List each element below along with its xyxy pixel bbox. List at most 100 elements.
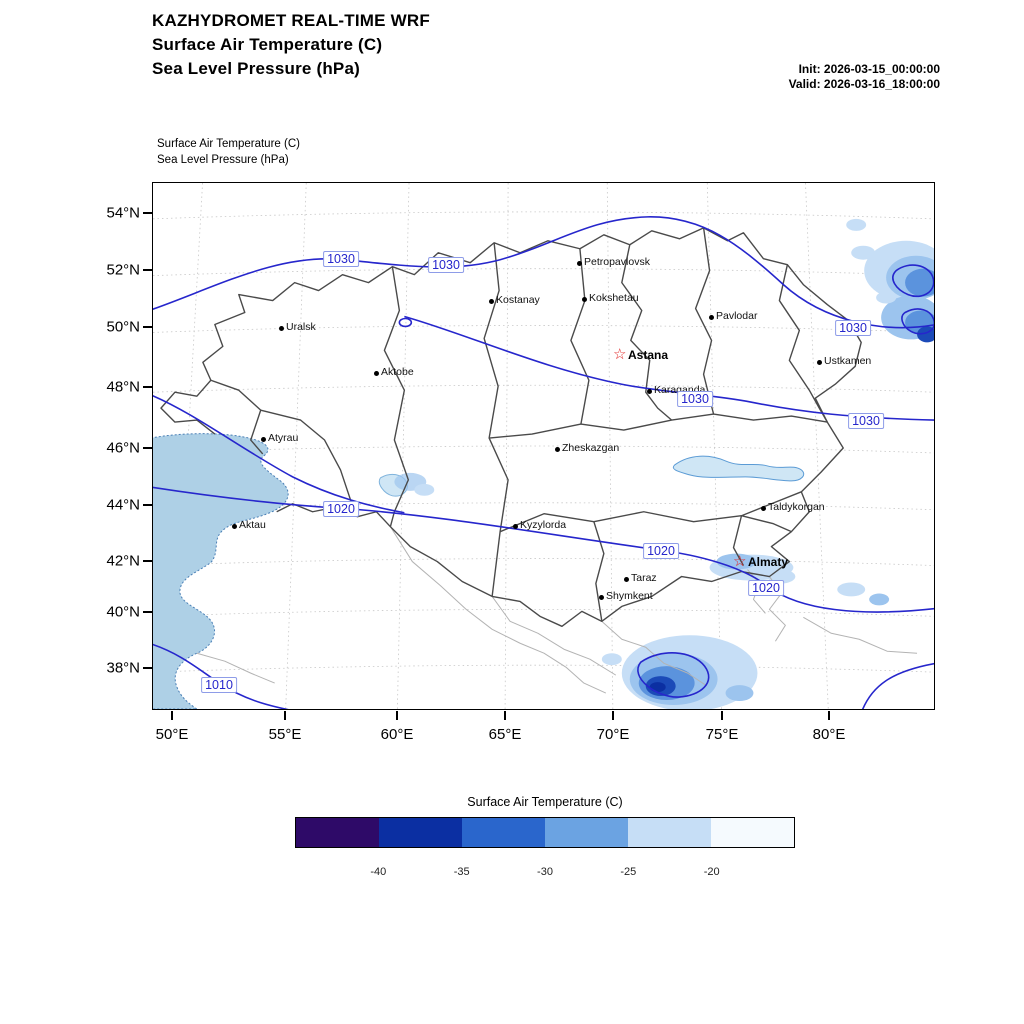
- product-title: KAZHYDROMET REAL-TIME WRF: [152, 11, 430, 30]
- kazakhstan-region-borders: [160, 227, 862, 628]
- city-label: Petropavlovsk: [584, 256, 650, 268]
- legend-title: Surface Air Temperature (C): [467, 795, 623, 809]
- y-axis-tick: [143, 326, 152, 328]
- colorbar-segment-5: [628, 818, 711, 847]
- pressure-contour-label: 1030: [323, 251, 359, 267]
- isobar-closed-loop: [637, 652, 710, 698]
- city-dot-icon: [646, 388, 652, 394]
- isobar-1030: [153, 216, 934, 329]
- latitude-gridline: [153, 211, 934, 220]
- y-axis-label: 46°N: [106, 439, 140, 457]
- x-axis-tick: [828, 711, 830, 720]
- x-axis-label: 75°E: [705, 726, 739, 743]
- pressure-contour-label: 1020: [748, 580, 784, 596]
- pressure-contour-label: 1030: [835, 320, 871, 336]
- pressure-contour-label: 1030: [428, 257, 464, 273]
- oblast-border: [778, 264, 828, 423]
- colorbar-segment-6: [711, 818, 794, 847]
- colorbar-tick-labels: -40 -35 -30 -25 -20: [295, 866, 795, 880]
- pressure-contour-label: 1030: [677, 391, 713, 407]
- map-annotations-overlay: Petropavlovsk Kostanay Kokshetau Pavlodar Ur…: [153, 183, 934, 709]
- y-axis-label: 48°N: [106, 378, 140, 396]
- oblast-border: [694, 227, 715, 415]
- map-subtitle-temperature: Surface Air Temperature (C): [157, 138, 300, 150]
- city-dot-icon: [816, 359, 822, 365]
- city-label: Taraz: [631, 572, 657, 584]
- x-axis-tick: [171, 711, 173, 720]
- x-axis-label: 80°E: [812, 726, 846, 743]
- latitude-gridline: [153, 502, 934, 511]
- city-dot-icon: [373, 370, 379, 376]
- x-axis-tick: [721, 711, 723, 720]
- run-time-block: Init: 2026-03-15_00:00:00 Valid: 2026-03…: [789, 62, 940, 92]
- y-axis-label: 38°N: [106, 659, 140, 677]
- city-dot-icon: [623, 576, 629, 582]
- oblast-border: [383, 266, 410, 527]
- city-dot-icon: [554, 446, 560, 452]
- oblast-border: [499, 511, 792, 533]
- isobar-closed-loop: [398, 317, 413, 328]
- latitude-gridline: [153, 445, 934, 454]
- x-axis-tick: [284, 711, 286, 720]
- capital-label: Almaty: [748, 555, 789, 569]
- latitude-axis: 54°N 52°N 50°N 48°N 46°N 44°N 42°N 40°N 38°N: [0, 182, 140, 710]
- latitude-gridline: [153, 608, 934, 617]
- city-dot-icon: [231, 523, 237, 529]
- colorbar-tick-label: -35: [453, 866, 470, 878]
- x-axis-label: 60°E: [380, 726, 414, 743]
- isobar-closed-loop: [901, 308, 934, 335]
- y-axis-label: 40°N: [106, 603, 140, 621]
- map-subtitle-pressure: Sea Level Pressure (hPa): [157, 154, 289, 166]
- city-dot-icon: [598, 594, 604, 600]
- colorbar-segment-3: [462, 818, 545, 847]
- city-dot-icon: [576, 260, 582, 266]
- y-axis-tick: [143, 386, 152, 388]
- oblast-border: [741, 491, 802, 517]
- graticule-grid: [153, 183, 934, 709]
- pressure-contour-label: 1010: [201, 677, 237, 693]
- city-dot-icon: [278, 325, 284, 331]
- x-axis-tick: [396, 711, 398, 720]
- map-subtitle-block: Surface Air Temperature (C) Sea Level Pr…: [157, 136, 300, 168]
- city-label: Uralsk: [286, 321, 316, 333]
- init-time: Init: 2026-03-15_00:00:00: [798, 62, 940, 76]
- y-axis-tick: [143, 611, 152, 613]
- caspian-sea: [153, 433, 289, 709]
- colorbar-tick-label: -40: [370, 866, 387, 878]
- city-label: Zheskazgan: [562, 442, 620, 454]
- oblast-border: [621, 244, 673, 421]
- y-axis-tick: [143, 504, 152, 506]
- field-title-temperature: Surface Air Temperature (C): [152, 35, 383, 54]
- y-axis-tick: [143, 667, 152, 669]
- city-label: Kokshetau: [589, 292, 639, 304]
- x-axis-tick: [612, 711, 614, 720]
- city-label: Shymkent: [606, 590, 653, 602]
- city-label: Kostanay: [496, 294, 540, 306]
- city-dot-icon: [488, 298, 494, 304]
- city-label: Aktau: [239, 519, 266, 531]
- latitude-axis-ticks: [143, 182, 152, 710]
- y-axis-label: 50°N: [106, 318, 140, 336]
- plot-title-block: KAZHYDROMET REAL-TIME WRF Surface Air Te…: [152, 9, 430, 81]
- y-axis-tick: [143, 560, 152, 562]
- capital-star-icon: ☆: [733, 553, 747, 570]
- isobar-closed-loop: [892, 264, 934, 298]
- city-label: Aktobe: [381, 366, 414, 378]
- colorbar-segment-2: [379, 818, 462, 847]
- oblast-border: [593, 521, 605, 622]
- city-dot-icon: [512, 523, 518, 529]
- capital-star-icon: ☆: [613, 346, 627, 363]
- y-axis-tick: [143, 212, 152, 214]
- city-label: Taldykorgan: [768, 501, 825, 513]
- oblast-border: [570, 248, 590, 425]
- x-axis-label: 55°E: [268, 726, 302, 743]
- national-border: [160, 227, 862, 628]
- oblast-border: [732, 515, 745, 566]
- city-label: Kyzylorda: [520, 519, 567, 531]
- y-axis-label: 42°N: [106, 552, 140, 570]
- pressure-contour-label: 1030: [848, 413, 884, 429]
- latitude-gridline: [153, 664, 934, 673]
- y-axis-tick: [143, 269, 152, 271]
- y-axis-label: 44°N: [106, 496, 140, 514]
